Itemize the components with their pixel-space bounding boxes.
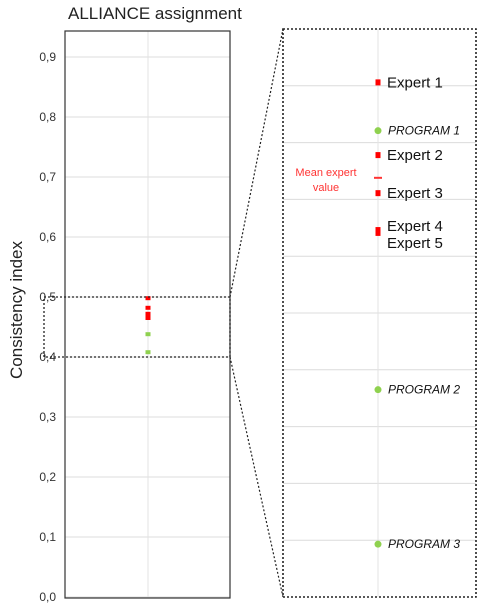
y-tick-label: 0,0 — [39, 590, 56, 604]
zoom-chart-frame — [282, 28, 477, 598]
connector-top — [229, 28, 284, 298]
data-point — [145, 305, 151, 310]
y-tick-label: 0,9 — [39, 50, 56, 64]
y-tick-label: 0,6 — [39, 230, 56, 244]
expert-label: Expert 5 — [387, 235, 443, 252]
zoom-connector-lines — [229, 28, 284, 598]
mean-expert-marker: Mean expert value — [295, 167, 382, 194]
program-label: PROGRAM 2 — [388, 383, 460, 397]
chart-title: ALLIANCE assignment — [68, 4, 242, 23]
data-point — [145, 311, 151, 316]
program-point — [374, 386, 382, 394]
expert-point — [375, 229, 381, 236]
y-tick-label: 0,8 — [39, 110, 56, 124]
mean-label-line2: value — [313, 182, 339, 194]
expert-point — [375, 190, 381, 197]
expert-label: Expert 1 — [387, 74, 443, 91]
expert-label: Expert 2 — [387, 147, 443, 164]
data-point — [145, 296, 151, 301]
y-tick-label: 0,3 — [39, 410, 56, 424]
connector-bottom — [229, 356, 284, 598]
zoom-selection-box — [43, 296, 231, 358]
program-label: PROGRAM 1 — [388, 124, 460, 138]
y-tick-label: 0,1 — [39, 530, 56, 544]
zoom-chart-gridlines — [283, 29, 476, 597]
expert-label: Expert 4 — [387, 218, 443, 235]
program-point — [374, 127, 382, 135]
y-tick-label: 0,2 — [39, 470, 56, 484]
program-label: PROGRAM 3 — [388, 537, 460, 551]
main-chart-tick-labels: 0,00,10,20,30,40,50,60,70,80,9 — [39, 50, 56, 604]
expert-point — [375, 79, 381, 86]
expert-point — [375, 152, 381, 159]
main-chart-frame — [64, 30, 231, 599]
data-point — [145, 332, 151, 337]
mean-label-line1: Mean expert — [295, 167, 356, 179]
main-chart-points — [145, 296, 151, 355]
y-tick-label: 0,7 — [39, 170, 56, 184]
program-point — [374, 540, 382, 548]
expert-label: Expert 3 — [387, 185, 443, 202]
data-point — [145, 316, 151, 320]
data-point — [145, 350, 151, 355]
y-axis-label: Consistency index — [7, 241, 26, 379]
